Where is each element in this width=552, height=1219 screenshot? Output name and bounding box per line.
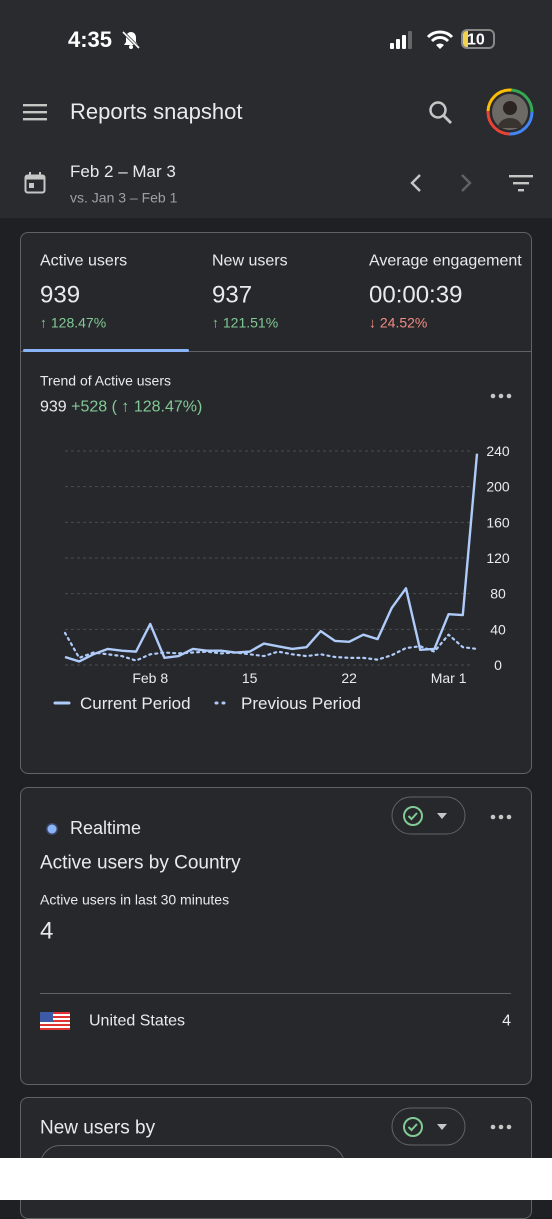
us-flag xyxy=(40,1012,70,1030)
search-button[interactable] xyxy=(428,100,454,126)
y-tick-label: 120 xyxy=(486,550,510,566)
overview-card xyxy=(20,232,532,774)
calendar-icon[interactable] xyxy=(24,172,46,194)
legend-label: Current Period xyxy=(80,694,191,713)
metric-change: ↑ 128.47% xyxy=(40,314,107,331)
trend-delta: +528 ( ↑ 128.47%) xyxy=(71,398,203,416)
metric-change: ↑ 121.51% xyxy=(212,314,279,331)
metric-tabs: Active users 939 ↑ 128.47% New users 937… xyxy=(21,233,530,351)
bottom-area xyxy=(0,1158,552,1200)
battery-level: 10 xyxy=(467,31,485,49)
status-time: 4:35 xyxy=(68,26,113,52)
metric-change: ↓ 24.52% xyxy=(369,314,428,331)
country-value: 4 xyxy=(502,1012,511,1030)
realtime-dot xyxy=(46,823,58,835)
country-name: United States xyxy=(89,1012,186,1030)
metric-value: 937 xyxy=(212,281,253,309)
y-tick-label: 80 xyxy=(490,586,506,602)
status-chip[interactable] xyxy=(391,796,467,836)
metric-value: 00:00:39 xyxy=(369,281,463,309)
x-tick-label: 22 xyxy=(341,670,357,686)
legend-label: Previous Period xyxy=(241,694,361,713)
trend-chart: 0 40 80 120 160 200 240 Feb 8 15 22 Mar 1 Current P… xyxy=(53,443,510,713)
realtime-card xyxy=(20,787,532,1085)
more-button[interactable] xyxy=(490,1123,514,1131)
page-title: Reports snapshot xyxy=(70,98,243,124)
comparison-range: vs. Jan 3 – Feb 1 xyxy=(70,189,178,206)
more-button[interactable] xyxy=(490,392,514,400)
tab-divider xyxy=(21,351,531,352)
series-line xyxy=(64,453,479,663)
date-range[interactable]: Feb 2 – Mar 3 xyxy=(70,161,176,181)
more-button[interactable] xyxy=(490,813,514,821)
y-tick-label: 240 xyxy=(486,443,510,459)
divider xyxy=(40,993,511,994)
y-tick-label: 40 xyxy=(490,621,506,637)
y-tick-label: 200 xyxy=(486,479,510,495)
app-bar xyxy=(0,0,552,218)
signal-icon xyxy=(390,31,412,49)
y-tick-label: 160 xyxy=(486,514,510,530)
account-avatar[interactable] xyxy=(486,88,534,136)
x-tick-label: 15 xyxy=(242,670,258,686)
card-title: Active users by Country xyxy=(40,852,241,874)
menu-button[interactable] xyxy=(23,102,47,122)
previous-button[interactable] xyxy=(408,172,424,194)
status-chip[interactable] xyxy=(391,1107,467,1147)
metric-value: 939 xyxy=(40,281,81,309)
metric-label[interactable]: Active users xyxy=(40,252,128,270)
trend-total: 939 xyxy=(40,398,67,416)
tab-indicator xyxy=(23,349,189,352)
x-tick-label: Feb 8 xyxy=(132,670,168,686)
card-title: New users by xyxy=(40,1117,156,1139)
filter-button[interactable] xyxy=(509,173,533,193)
x-tick-label: Mar 1 xyxy=(431,670,467,686)
trend-summary: 939 +528 ( ↑ 128.47%) xyxy=(40,397,202,416)
series-line xyxy=(63,631,479,662)
bell-off-icon xyxy=(121,30,141,50)
realtime-value: 4 xyxy=(40,917,54,945)
realtime-label: Realtime xyxy=(70,818,142,839)
next-button[interactable] xyxy=(458,172,474,194)
y-tick-label: 0 xyxy=(494,657,502,673)
metric-label[interactable]: New users xyxy=(212,252,288,270)
wifi-icon xyxy=(426,30,454,49)
card-subtitle: Active users in last 30 minutes xyxy=(40,891,230,908)
metric-label[interactable]: Average engagement xyxy=(369,252,522,270)
trend-title: Trend of Active users xyxy=(40,372,171,389)
battery-icon xyxy=(461,29,495,49)
